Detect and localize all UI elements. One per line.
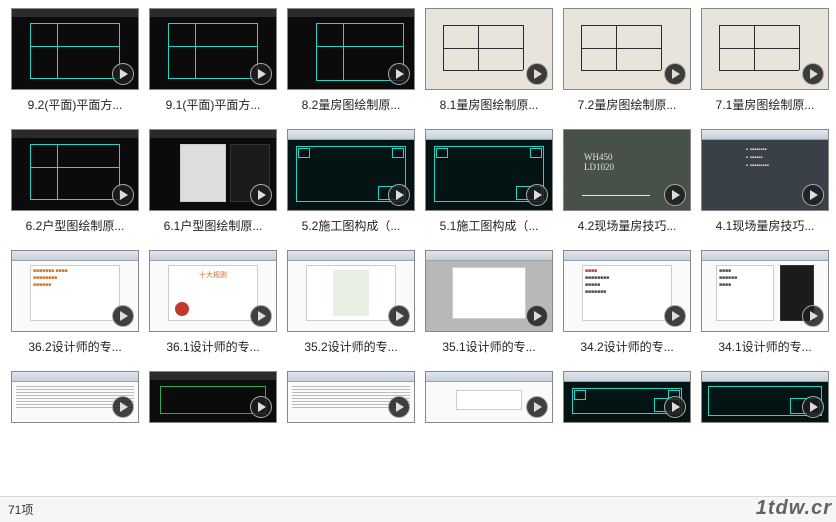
video-item[interactable]: ■■■■■■■■■■■■■■ 34.1设计师的专...	[700, 250, 830, 369]
video-thumbnail[interactable]	[11, 8, 139, 90]
video-item[interactable]: ■■■■■■■ ■■■■■■■■■■■■■■■■■■ 36.2设计师的专...	[10, 250, 140, 369]
video-label: 36.2设计师的专...	[28, 338, 121, 355]
video-item[interactable]: 十大规则 36.1设计师的专...	[148, 250, 278, 369]
video-item[interactable]: 9.1(平面)平面方...	[148, 8, 278, 127]
video-item[interactable]: 35.1设计师的专...	[424, 250, 554, 369]
play-icon	[802, 184, 824, 206]
video-thumbnail[interactable]	[287, 8, 415, 90]
video-thumbnail[interactable]	[563, 371, 691, 423]
play-icon	[112, 305, 134, 327]
video-label: 4.2现场量房技巧...	[578, 217, 677, 234]
video-thumbnail[interactable]	[425, 371, 553, 423]
video-label: 5.2施工图构成（...	[302, 217, 401, 234]
video-thumbnail[interactable]	[149, 371, 277, 423]
video-thumbnail[interactable]: 十大规则	[149, 250, 277, 332]
video-item[interactable]: 7.2量房图绘制原...	[562, 8, 692, 127]
video-label: 5.1施工图构成（...	[440, 217, 539, 234]
video-thumbnail[interactable]: WH450LD1020	[563, 129, 691, 211]
video-item[interactable]: 6.2户型图绘制原...	[10, 129, 140, 248]
video-item[interactable]	[10, 371, 140, 423]
video-thumbnail[interactable]: ■■■■■■■■■■■■■■■■■■■■■■■■	[563, 250, 691, 332]
video-item[interactable]	[286, 371, 416, 423]
video-thumbnail[interactable]	[287, 129, 415, 211]
video-item[interactable]	[424, 371, 554, 423]
video-label: 35.2设计师的专...	[304, 338, 397, 355]
play-icon	[802, 63, 824, 85]
play-icon	[250, 305, 272, 327]
video-item[interactable]	[562, 371, 692, 423]
play-icon	[664, 305, 686, 327]
video-item[interactable]: 7.1量房图绘制原...	[700, 8, 830, 127]
play-icon	[250, 184, 272, 206]
video-thumbnail[interactable]	[563, 8, 691, 90]
video-thumbnail[interactable]	[149, 129, 277, 211]
play-icon	[664, 184, 686, 206]
video-item[interactable]: ■■■■■■■■■■■■■■■■■■■■■■■■ 34.2设计师的专...	[562, 250, 692, 369]
video-label: 7.2量房图绘制原...	[578, 96, 677, 113]
video-thumbnail[interactable]	[425, 250, 553, 332]
video-label: 8.1量房图绘制原...	[440, 96, 539, 113]
play-icon	[112, 184, 134, 206]
video-thumbnail[interactable]: ■■■■■■■■■■■■■■	[701, 250, 829, 332]
video-item[interactable]: 9.2(平面)平面方...	[10, 8, 140, 127]
video-label: 9.1(平面)平面方...	[166, 96, 261, 113]
video-item[interactable]: 5.1施工图构成（...	[424, 129, 554, 248]
status-bar: 71项	[0, 496, 836, 522]
play-icon	[388, 184, 410, 206]
play-icon	[250, 396, 272, 418]
play-icon	[526, 396, 548, 418]
video-label: 4.1现场量房技巧...	[716, 217, 815, 234]
video-label: 36.1设计师的专...	[166, 338, 259, 355]
video-item[interactable]: 6.1户型图绘制原...	[148, 129, 278, 248]
video-label: 7.1量房图绘制原...	[716, 96, 815, 113]
play-icon	[388, 305, 410, 327]
item-count: 71项	[8, 501, 33, 518]
video-item[interactable]: 8.2量房图绘制原...	[286, 8, 416, 127]
video-thumbnail[interactable]	[425, 8, 553, 90]
video-item[interactable]: ▪ ▪▪▪▪▪▪▪▪▪ ▪▪▪▪▪▪▪ ▪▪▪▪▪▪▪▪▪ 4.1现场量房技巧..…	[700, 129, 830, 248]
video-thumbnail[interactable]	[11, 371, 139, 423]
play-icon	[112, 396, 134, 418]
video-thumbnail[interactable]: ▪ ▪▪▪▪▪▪▪▪▪ ▪▪▪▪▪▪▪ ▪▪▪▪▪▪▪▪▪	[701, 129, 829, 211]
video-thumbnail[interactable]	[701, 371, 829, 423]
video-thumbnail[interactable]	[425, 129, 553, 211]
video-label: 34.1设计师的专...	[718, 338, 811, 355]
video-label: 6.2户型图绘制原...	[26, 217, 125, 234]
video-label: 9.2(平面)平面方...	[28, 96, 123, 113]
play-icon	[388, 63, 410, 85]
play-icon	[388, 396, 410, 418]
play-icon	[802, 305, 824, 327]
play-icon	[664, 63, 686, 85]
video-thumbnail[interactable]	[701, 8, 829, 90]
play-icon	[112, 63, 134, 85]
video-thumbnail[interactable]: ■■■■■■■ ■■■■■■■■■■■■■■■■■■	[11, 250, 139, 332]
video-item[interactable]: 5.2施工图构成（...	[286, 129, 416, 248]
video-label: 34.2设计师的专...	[580, 338, 673, 355]
video-item[interactable]: 35.2设计师的专...	[286, 250, 416, 369]
video-thumbnail[interactable]	[149, 8, 277, 90]
play-icon	[802, 396, 824, 418]
video-item[interactable]: WH450LD1020 4.2现场量房技巧...	[562, 129, 692, 248]
video-thumbnail[interactable]	[287, 371, 415, 423]
video-item[interactable]	[148, 371, 278, 423]
play-icon	[250, 63, 272, 85]
video-thumbnail[interactable]	[287, 250, 415, 332]
video-item[interactable]	[700, 371, 830, 423]
video-grid: 9.2(平面)平面方... 9.1(平面)平面方... 8.2量房图绘制原... 8.…	[0, 0, 836, 423]
video-item[interactable]: 8.1量房图绘制原...	[424, 8, 554, 127]
video-label: 6.1户型图绘制原...	[164, 217, 263, 234]
video-thumbnail[interactable]	[11, 129, 139, 211]
play-icon	[526, 63, 548, 85]
video-label: 8.2量房图绘制原...	[302, 96, 401, 113]
video-label: 35.1设计师的专...	[442, 338, 535, 355]
play-icon	[526, 184, 548, 206]
play-icon	[664, 396, 686, 418]
play-icon	[526, 305, 548, 327]
